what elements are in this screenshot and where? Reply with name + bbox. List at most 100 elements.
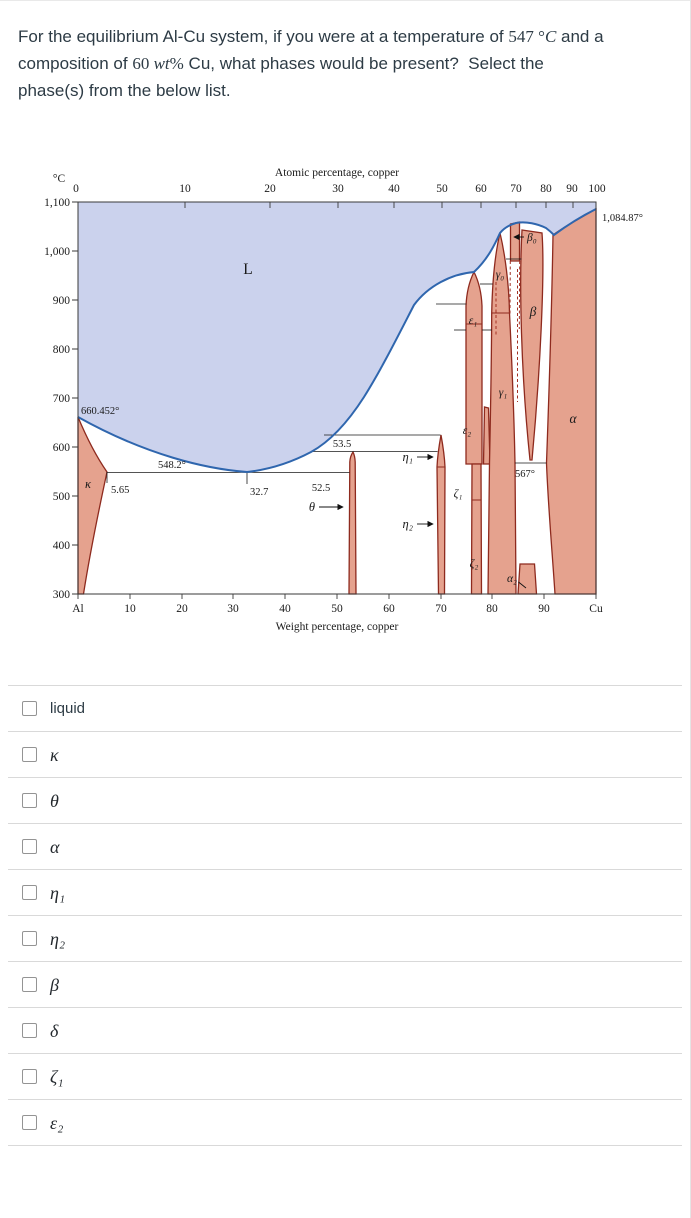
question-composition-pct: % [169,54,184,73]
option-row-delta[interactable]: δ [8,1008,682,1054]
y-tick-700: 700 [53,393,71,405]
option-label-theta: θ [50,790,59,811]
phase-label-gamma0: γ₀ [496,269,505,281]
y-tick-600: 600 [53,442,71,454]
left-axis-ticks [72,201,78,595]
y-axis-unit: °C [53,173,66,185]
kappa-solubility-label: 5.65 [111,485,129,496]
bottom-tick-90: 90 [538,603,550,615]
theta-left-comp-label: 52.5 [312,483,330,494]
checkbox-eta2[interactable] [22,931,37,946]
option-label-delta: δ [50,1020,59,1041]
question-temperature-unit: C [544,27,557,46]
question-end: Cu, what phases would be present? Select… [18,54,544,100]
bottom-tick-60: 60 [383,603,395,615]
al-melting-label: 660.452° [81,406,119,417]
phase-label-zeta1: ζ₁ [454,488,463,500]
eutectic-comp-label: 32.7 [250,487,268,498]
option-label-beta: β [50,974,59,995]
option-row-liquid[interactable]: liquid [8,686,682,732]
bottom-tick-30: 30 [227,603,239,615]
y-tick-800: 800 [53,344,71,356]
eutectoid-temp-label: 567° [515,469,535,480]
top-tick-50: 50 [436,183,448,195]
bottom-tick-20: 20 [176,603,188,615]
y-tick-300: 300 [53,589,71,601]
option-row-theta[interactable]: θ [8,778,682,824]
checkbox-eta1[interactable] [22,885,37,900]
option-row-epsilon2[interactable]: ε₂ [8,1100,682,1146]
checkbox-delta[interactable] [22,1023,37,1038]
phase-label-eta1: η₁ [402,450,413,464]
phase-diagram-svg: Atomic percentage, copper Weight percent… [44,167,643,633]
phase-region-beta [520,229,544,461]
bottom-tick-70: 70 [435,603,447,615]
top-tick-0: 0 [73,183,79,195]
y-tick-1000: 1,000 [44,246,70,258]
bottom-axis-title: Weight percentage, copper [276,621,399,633]
checkbox-zeta1[interactable] [22,1069,37,1084]
option-label-kappa: κ [50,744,59,765]
phase-region-eta [436,434,446,595]
y-tick-400: 400 [53,540,71,552]
phase-label-epsilon1: ε₁ [469,315,478,327]
phase-label-beta: β [529,304,537,319]
bottom-tick-cu: Cu [589,603,603,615]
question-composition: 60 [132,54,154,73]
option-label-epsilon2: ε₂ [50,1112,64,1133]
option-row-beta[interactable]: β [8,962,682,1008]
liquidus-curve [77,208,597,474]
bottom-axis-ticks [77,594,597,599]
option-row-kappa[interactable]: κ [8,732,682,778]
phase-label-epsilon2: ε₂ [463,425,472,437]
top-tick-30: 30 [332,183,344,195]
checkbox-liquid[interactable] [22,701,37,716]
option-row-zeta1[interactable]: ζ₁ [8,1054,682,1100]
checkbox-epsilon2[interactable] [22,1115,37,1130]
phase-label-alpha2: α₂ [507,573,517,585]
phase-label-gamma1: γ₁ [499,387,508,399]
top-tick-20: 20 [264,183,276,195]
question-composition-unit: wt [153,54,170,73]
phase-region-alpha2 [517,563,538,595]
question-mid: and a composition of [18,27,604,73]
checkbox-alpha[interactable] [22,839,37,854]
phase-label-theta: θ [309,500,315,514]
phase-label-zeta2: ζ₂ [470,558,479,570]
phase-label-beta0: β₀ [526,232,537,244]
y-tick-1100: 1,100 [44,197,70,209]
option-row-alpha[interactable]: α [8,824,682,870]
phase-region-kappa [77,416,108,595]
phase-label-eta2: η₂ [402,517,413,531]
option-label-liquid: liquid [50,699,86,717]
top-tick-70: 70 [510,183,522,195]
phase-label-alpha: α [569,411,577,426]
bottom-tick-10: 10 [124,603,136,615]
bottom-tick-50: 50 [331,603,343,615]
top-tick-90: 90 [566,183,578,195]
option-label-zeta1: ζ₁ [50,1066,64,1087]
top-axis-ticks [77,202,597,208]
answer-options-list: liquid κ θ α η₁ η₂ β δ [8,685,682,1146]
question-text: For the equilibrium Al-Cu system, if you… [0,1,640,104]
y-tick-900: 900 [53,295,71,307]
question-intro: For the equilibrium Al-Cu system, if you… [18,27,509,46]
bottom-tick-al: Al [72,603,84,615]
option-row-eta1[interactable]: η₁ [8,870,682,916]
top-tick-100: 100 [588,183,606,195]
phase-label-kappa: κ [85,477,92,491]
checkbox-beta[interactable] [22,977,37,992]
theta-right-comp-label: 53.5 [333,439,351,450]
y-tick-500: 500 [53,491,71,503]
phase-label-liquid: L [243,261,252,278]
option-row-eta2[interactable]: η₂ [8,916,682,962]
top-tick-80: 80 [540,183,552,195]
cu-melting-label: 1,084.87° [602,213,643,224]
checkbox-theta[interactable] [22,793,37,808]
alpha2-label-leader [518,581,527,589]
liquid-region [78,202,596,472]
checkbox-kappa[interactable] [22,747,37,762]
phase-region-gamma [487,232,517,595]
phase-region-zeta [470,463,483,595]
